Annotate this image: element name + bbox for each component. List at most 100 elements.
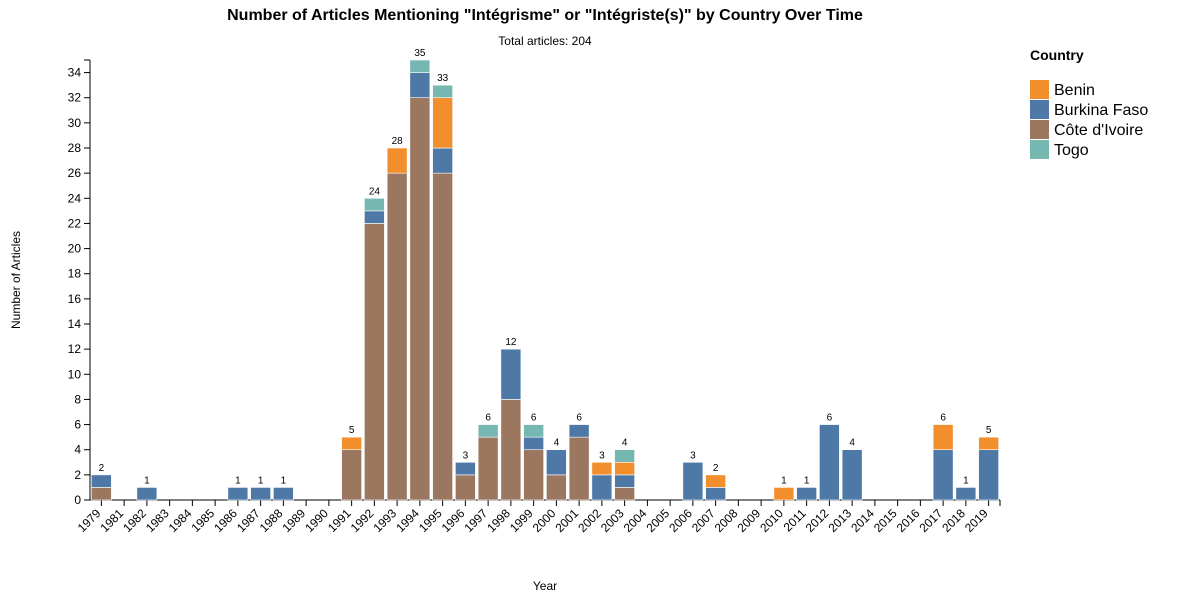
bar-segment-c-te-d-ivoire xyxy=(409,97,431,501)
bar-segment-burkina-faso xyxy=(227,487,249,501)
bar-total-label: 2 xyxy=(713,463,719,474)
x-tick-label: 1995 xyxy=(416,506,445,535)
bar-segment-benin xyxy=(932,424,954,451)
bar-segment-burkina-faso xyxy=(455,461,476,476)
plot-area: 0246810121416182022242628303234197921981… xyxy=(68,48,1001,535)
bar-segment-benin xyxy=(341,436,362,451)
bar-segment-benin xyxy=(773,487,795,501)
y-tick-label: 32 xyxy=(68,91,82,105)
bar-segment-benin xyxy=(978,436,999,451)
bar-segment-burkina-faso xyxy=(409,72,431,99)
bar-segment-burkina-faso xyxy=(523,436,544,451)
legend: Country Benin Burkina Faso Côte d'Ivoire To… xyxy=(1030,47,1148,159)
bar-total-label: 1 xyxy=(281,475,287,486)
x-tick-label: 1997 xyxy=(461,506,490,535)
bar-total-label: 2 xyxy=(99,463,105,474)
legend-label-togo: Togo xyxy=(1054,142,1089,159)
y-tick-label: 6 xyxy=(74,418,81,432)
x-tick-label: 2011 xyxy=(781,506,809,534)
x-tick-label: 2015 xyxy=(871,506,900,535)
y-tick-label: 28 xyxy=(68,141,82,155)
y-tick-label: 16 xyxy=(68,292,82,306)
bar-total-label: 6 xyxy=(485,413,491,424)
bar-segment-benin xyxy=(591,461,613,476)
bar-segment-burkina-faso xyxy=(796,487,817,501)
bar-segment-burkina-faso xyxy=(250,487,271,501)
bar-total-label: 3 xyxy=(690,450,696,461)
y-tick-label: 22 xyxy=(68,216,82,230)
y-tick-label: 12 xyxy=(68,342,82,356)
bar-total-label: 28 xyxy=(392,136,404,147)
bar-segment-togo xyxy=(523,424,544,438)
legend-swatch-c-te-d-ivoire xyxy=(1030,120,1049,139)
legend-swatch-burkina-faso xyxy=(1030,100,1049,119)
x-tick-label: 1993 xyxy=(370,506,399,535)
bar-segment-c-te-d-ivoire xyxy=(364,223,385,501)
legend-swatch-togo xyxy=(1030,140,1049,159)
bar-segment-c-te-d-ivoire xyxy=(568,436,590,501)
bar-total-label: 12 xyxy=(505,337,517,348)
x-tick-label: 2004 xyxy=(621,506,650,535)
x-tick-label: 1988 xyxy=(257,506,286,535)
x-tick-label: 2000 xyxy=(530,506,559,535)
y-tick-label: 4 xyxy=(74,443,81,457)
y-tick-label: 18 xyxy=(68,267,82,281)
y-tick-label: 14 xyxy=(68,317,82,331)
x-tick-label: 2010 xyxy=(757,506,786,535)
bar-segment-c-te-d-ivoire xyxy=(432,172,453,501)
x-tick-label: 2006 xyxy=(666,506,695,535)
y-tick-label: 30 xyxy=(68,116,82,130)
bar-segment-burkina-faso xyxy=(364,210,385,224)
x-tick-label: 2005 xyxy=(643,506,672,535)
bar-segment-burkina-faso xyxy=(978,449,999,501)
bar-segment-burkina-faso xyxy=(682,461,704,501)
bar-segment-togo xyxy=(614,449,635,463)
chart-title: Number of Articles Mentioning "Intégrism… xyxy=(227,7,863,24)
x-tick-label: 1998 xyxy=(484,506,513,535)
bar-total-label: 1 xyxy=(963,475,969,486)
legend-label-benin: Benin xyxy=(1054,82,1095,99)
x-tick-label: 1989 xyxy=(279,506,308,535)
legend-label-burkina-faso: Burkina Faso xyxy=(1054,102,1148,119)
x-tick-label: 1990 xyxy=(302,506,331,535)
bar-total-label: 1 xyxy=(258,475,264,486)
y-tick-label: 20 xyxy=(68,242,82,256)
bar-total-label: 6 xyxy=(827,413,833,424)
bar-segment-benin xyxy=(705,474,726,488)
bar-segment-togo xyxy=(364,197,385,212)
bar-segment-burkina-faso xyxy=(500,348,522,400)
x-tick-label: 1996 xyxy=(439,506,468,535)
y-axis-label: Number of Articles xyxy=(9,231,23,329)
x-axis-label: Year xyxy=(533,579,557,593)
bar-segment-c-te-d-ivoire xyxy=(614,487,635,501)
bar-total-label: 3 xyxy=(599,450,605,461)
x-tick-label: 1982 xyxy=(120,506,149,535)
x-tick-label: 1991 xyxy=(325,506,354,535)
y-tick-label: 0 xyxy=(74,493,81,507)
x-tick-label: 2016 xyxy=(894,506,923,535)
x-tick-label: 1986 xyxy=(211,506,240,535)
bar-segment-burkina-faso xyxy=(568,424,590,438)
bar-total-label: 4 xyxy=(622,438,628,449)
legend-swatch-benin xyxy=(1030,80,1049,99)
bar-segment-burkina-faso xyxy=(819,424,840,501)
bar-segment-burkina-faso xyxy=(841,449,863,501)
x-tick-label: 2017 xyxy=(916,506,945,535)
bar-segment-c-te-d-ivoire xyxy=(91,487,112,501)
bar-segment-c-te-d-ivoire xyxy=(341,449,362,501)
bar-total-label: 1 xyxy=(235,475,241,486)
x-tick-label: 1999 xyxy=(507,506,536,535)
bar-total-label: 35 xyxy=(414,48,426,59)
bar-segment-benin xyxy=(386,147,408,174)
y-tick-label: 34 xyxy=(68,66,82,80)
bar-segment-benin xyxy=(614,461,635,476)
y-tick-label: 26 xyxy=(68,166,82,180)
bar-total-label: 24 xyxy=(369,186,381,197)
x-tick-label: 2002 xyxy=(575,506,604,535)
x-tick-label: 2001 xyxy=(552,506,581,535)
bar-segment-c-te-d-ivoire xyxy=(500,399,522,501)
bar-segment-c-te-d-ivoire xyxy=(477,436,499,501)
bar-segment-burkina-faso xyxy=(432,147,453,174)
x-tick-label: 1983 xyxy=(143,506,172,535)
